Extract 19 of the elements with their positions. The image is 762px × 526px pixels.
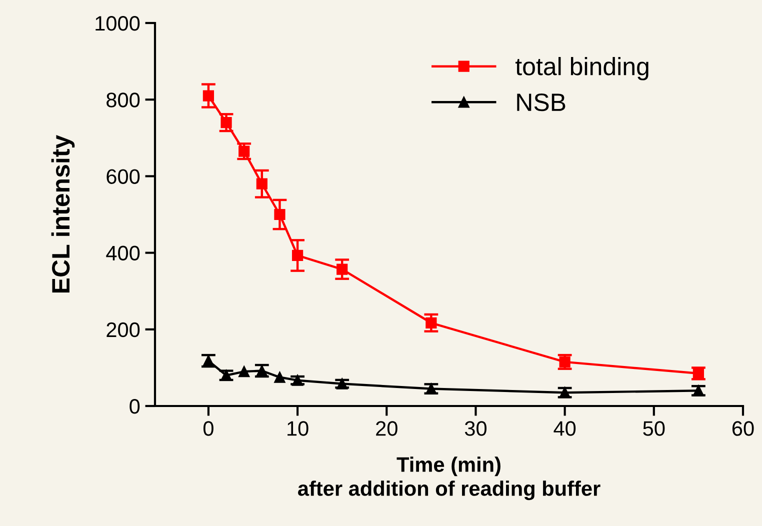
x-tick-label: 20 <box>376 421 398 436</box>
y-tick-label: 1000 <box>96 16 140 31</box>
x-tick-label: 0 <box>203 421 214 436</box>
y-axis-title: ECL intensity <box>51 134 75 292</box>
legend-label: total binding <box>516 56 648 80</box>
point <box>238 366 250 378</box>
y-tick-label: 200 <box>106 322 140 338</box>
point <box>274 372 286 383</box>
x-tick-label: 10 <box>288 421 308 436</box>
y-tick-label: 600 <box>106 169 140 184</box>
x-tick-label: 50 <box>643 421 665 436</box>
x-tick-label: 40 <box>554 421 576 436</box>
x-tick-label: 60 <box>732 421 754 436</box>
y-tick-label: 400 <box>106 246 140 261</box>
legend-label: NSB <box>517 93 566 112</box>
y-tick-label: 800 <box>106 92 140 108</box>
x-axis-title: Time (min) after addition of reading buffer <box>298 456 600 500</box>
y-tick-label: 0 <box>130 399 140 414</box>
x-tick-label: 30 <box>464 421 486 436</box>
